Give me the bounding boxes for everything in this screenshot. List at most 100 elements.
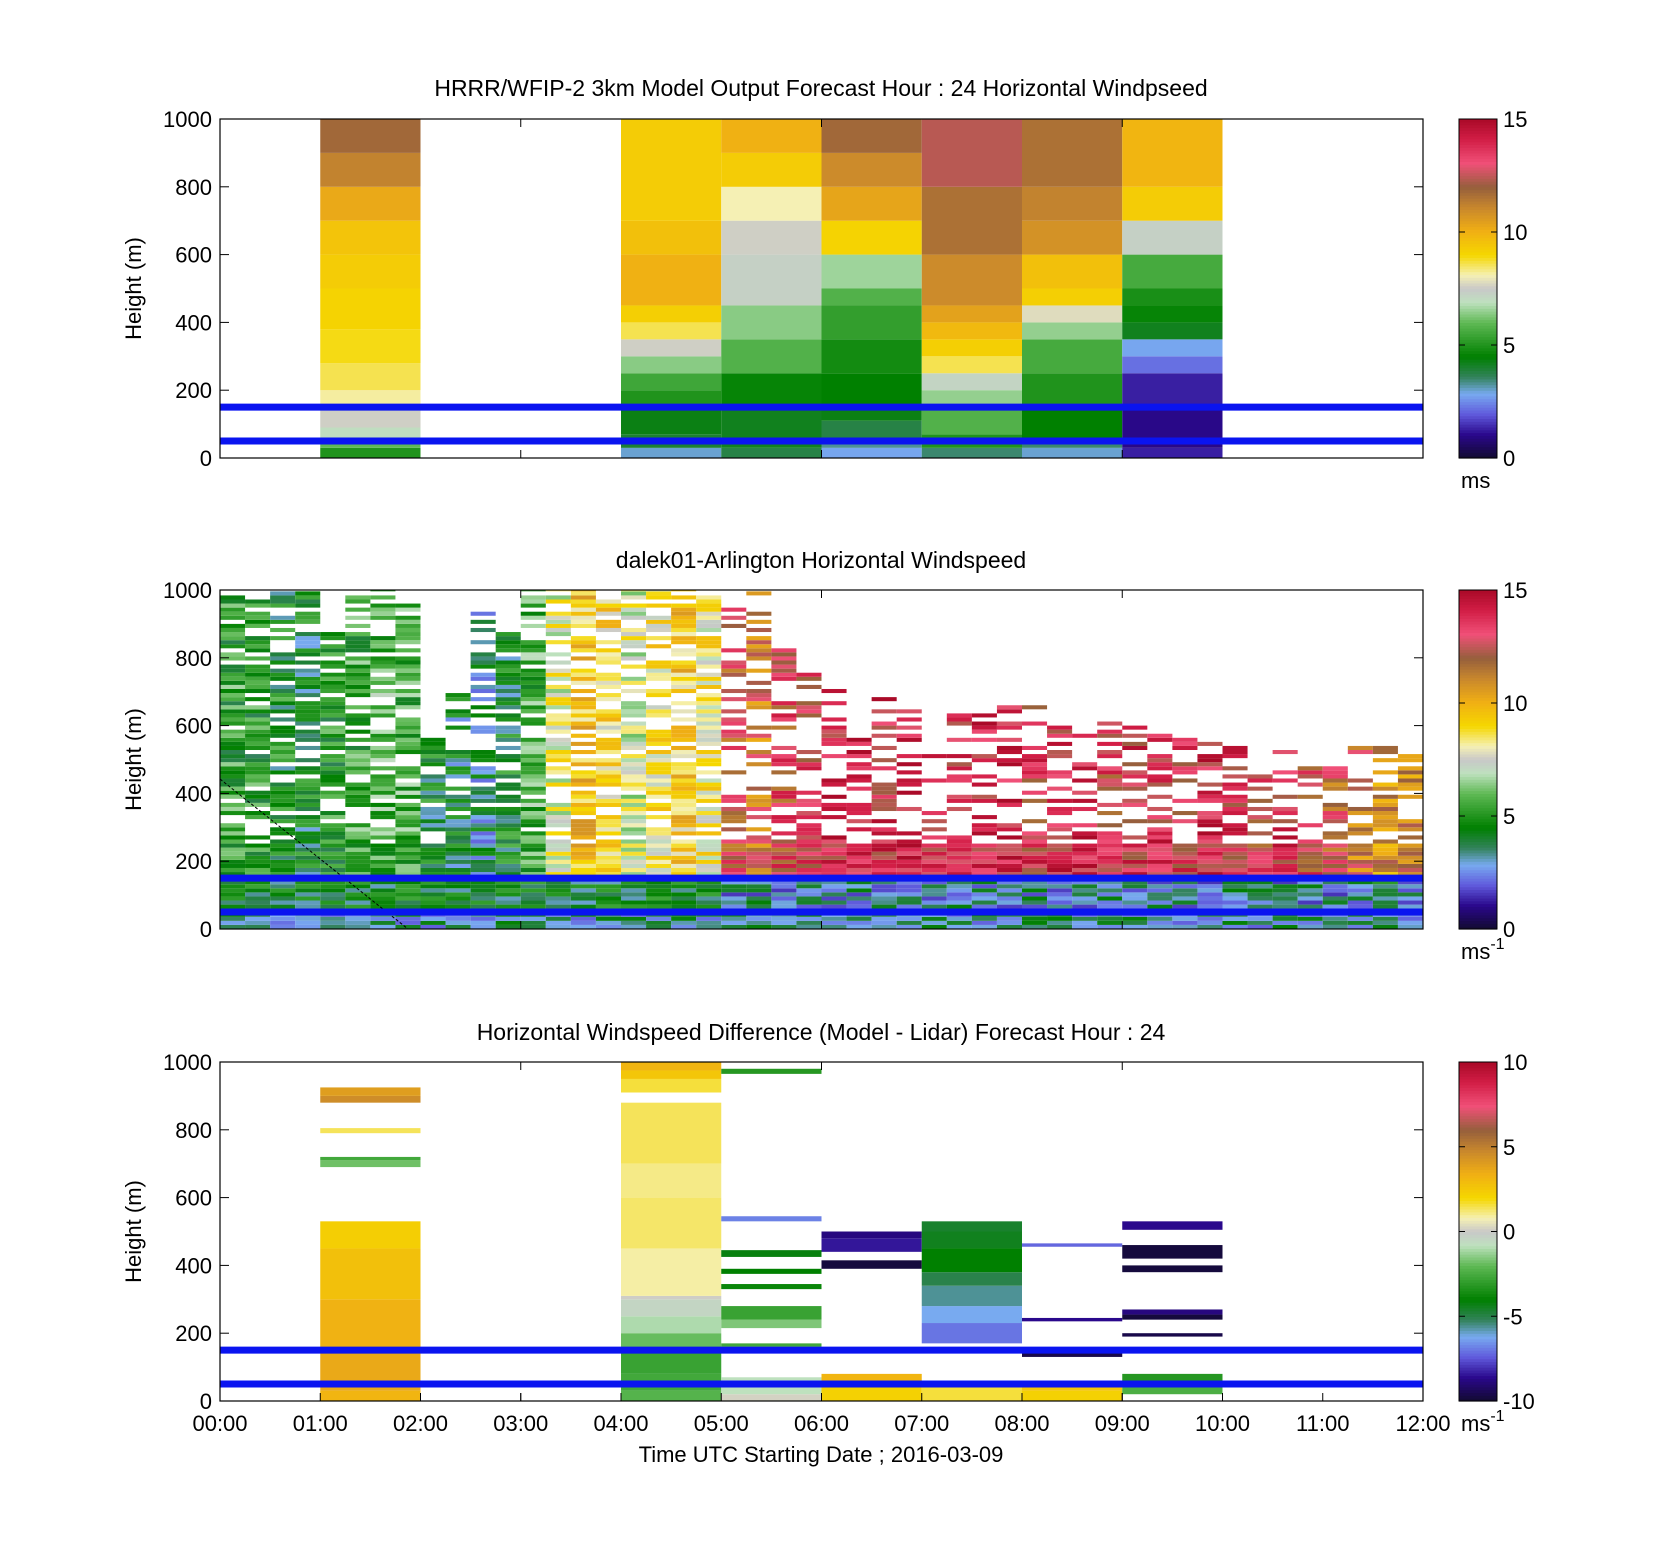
heatmap-cell (420, 786, 446, 791)
heatmap-cell (871, 766, 897, 771)
heatmap-cell (921, 835, 947, 840)
heatmap-cell (370, 892, 396, 897)
heatmap-cell (270, 599, 296, 604)
heatmap-cell (520, 884, 546, 889)
heatmap-cell (545, 660, 571, 665)
heatmap-cell (1397, 782, 1423, 787)
heatmap-cell (245, 762, 271, 767)
colorbar-swatch (1459, 1118, 1497, 1122)
heatmap-cell (370, 782, 396, 787)
colorbar-swatch (1459, 395, 1497, 400)
heatmap-cell (370, 668, 396, 673)
heatmap-cell (746, 835, 772, 840)
heatmap-cell (696, 880, 722, 885)
heatmap-cell (345, 790, 371, 795)
heatmap-cell (646, 904, 672, 909)
heatmap-cell (1197, 831, 1223, 836)
heatmap-cell (746, 855, 772, 860)
heatmap-cell (971, 867, 997, 873)
heatmap-cell (996, 896, 1022, 901)
heatmap-cell (570, 750, 596, 755)
heatmap-cell (320, 770, 346, 775)
heatmap-cell (1197, 782, 1223, 787)
colorbar-swatch (1459, 818, 1497, 823)
heatmap-cell (1022, 790, 1048, 795)
colorbar-swatch (1459, 1175, 1497, 1179)
heatmap-cell (1072, 843, 1098, 848)
heatmap-cell (721, 733, 747, 738)
heatmap-cell (671, 607, 697, 612)
heatmap-cell (671, 851, 697, 856)
heatmap-cell (1347, 806, 1373, 812)
heatmap-cell (570, 827, 596, 832)
heatmap-cell (671, 750, 697, 755)
colorbar-swatch (1459, 1299, 1497, 1303)
heatmap-cell (1097, 855, 1123, 860)
heatmap-cell (846, 867, 872, 873)
heatmap-cell (621, 1070, 722, 1079)
heatmap-cell (921, 867, 947, 873)
heatmap-cell (520, 819, 546, 824)
heatmap-cell (921, 916, 947, 921)
heatmap-cell (896, 904, 922, 909)
colorbar-swatch (1459, 1214, 1497, 1218)
colorbar-swatch (1459, 748, 1497, 752)
heatmap-cell (395, 815, 421, 820)
heatmap-cell (671, 766, 697, 771)
heatmap-cell (871, 745, 897, 751)
heatmap-cell (846, 843, 872, 848)
heatmap-cell (295, 603, 321, 608)
heatmap-cell (495, 770, 521, 775)
heatmap-cell (1047, 770, 1073, 775)
heatmap-cell (721, 884, 747, 889)
colorbar-swatch (1459, 1160, 1497, 1165)
heatmap-cell (1047, 924, 1073, 929)
heatmap-cell (696, 815, 722, 820)
heatmap-cell (220, 900, 246, 905)
heatmap-cell (1197, 892, 1223, 897)
colorbar-swatch (1459, 632, 1497, 636)
heatmap-cell (1222, 774, 1248, 779)
heatmap-cell (646, 672, 672, 677)
heatmap-cell (646, 802, 672, 807)
heatmap-cell (871, 806, 897, 812)
heatmap-cell (320, 1087, 421, 1096)
heatmap-cell (921, 1231, 1022, 1249)
heatmap-cell (270, 750, 296, 755)
heatmap-cell (345, 782, 371, 787)
colorbar-swatch (1459, 1358, 1497, 1363)
heatmap-cell (771, 904, 797, 909)
heatmap-cell (495, 684, 521, 689)
heatmap-cell (671, 790, 697, 795)
colorbar-swatch (1459, 172, 1497, 177)
colorbar-swatch (1459, 776, 1497, 780)
heatmap-cell (1047, 750, 1073, 755)
heatmap-cell (871, 867, 897, 873)
heatmap-cell (395, 888, 421, 893)
heatmap-cell (420, 782, 446, 787)
heatmap-cell (1047, 916, 1073, 921)
heatmap-cell (1072, 884, 1098, 889)
heatmap-cell (1047, 896, 1073, 901)
heatmap-cell (445, 697, 471, 702)
colorbar-swatch (1459, 1078, 1497, 1083)
heatmap-cell (1047, 786, 1073, 791)
heatmap-cell (595, 924, 621, 929)
heatmap-cell (721, 867, 747, 873)
heatmap-cell (545, 819, 571, 824)
heatmap-cell (245, 619, 271, 624)
heatmap-cell (696, 884, 722, 889)
heatmap-cell (370, 778, 396, 783)
heatmap-cell (946, 900, 972, 905)
heatmap-cell (270, 786, 296, 791)
heatmap-cell (621, 688, 647, 694)
heatmap-cell (1072, 806, 1098, 812)
heatmap-cell (220, 644, 246, 649)
heatmap-cell (545, 701, 571, 706)
heatmap-cell (345, 644, 371, 649)
heatmap-cell (671, 611, 697, 616)
heatmap-cell (646, 851, 672, 856)
heatmap-cell (921, 819, 947, 824)
heatmap-cell (621, 1316, 722, 1334)
heatmap-cell (996, 802, 1022, 807)
